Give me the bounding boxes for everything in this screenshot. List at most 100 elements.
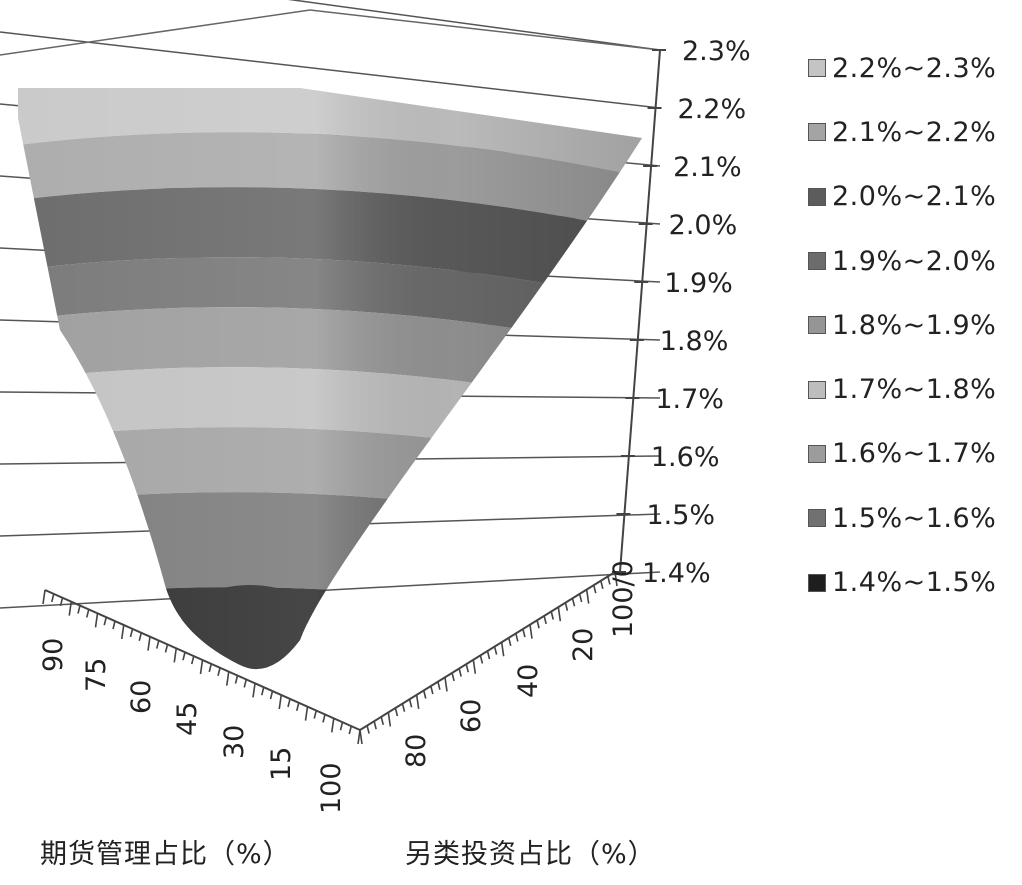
z-tick-label: 2.0%	[669, 210, 738, 241]
x-tick-mark	[94, 613, 99, 628]
y-tick-mark	[564, 602, 569, 611]
y-tick-mark	[451, 672, 455, 682]
x-tick-mark	[42, 589, 46, 605]
z-tick-label: 1.8%	[660, 326, 729, 357]
legend-label: 1.7%~1.8%	[832, 374, 997, 406]
y-tick-mark	[465, 663, 470, 673]
x-tick-mark	[129, 628, 134, 638]
y-axis-ticks: 80 60 40 20 100/0	[359, 560, 639, 768]
z-tick-label: 1.5%	[646, 500, 715, 531]
y-tick-mark	[536, 620, 540, 629]
legend-swatch	[808, 187, 826, 206]
legend-label: 2.2%~2.3%	[832, 52, 997, 84]
y-tick-mark	[373, 721, 377, 730]
legend-swatch	[808, 380, 826, 399]
x-tick-mark	[269, 690, 274, 700]
y-tick-mark	[592, 584, 597, 594]
y-tick-mark	[607, 576, 611, 585]
y-tick-mark	[507, 637, 512, 647]
y-tick-mark	[458, 668, 462, 677]
z-axis-ticks: 2.3% 2.2% 2.1% 2.0% 1.9% 1.8% 1.7% 1.6% 1.5% 1.4%	[612, 36, 751, 589]
legend-label: 1.9%~2.0%	[832, 245, 997, 277]
z-tick-label: 2.3%	[682, 36, 751, 67]
legend-item: 1.8%~1.9%	[808, 293, 1018, 357]
y-tick-mark	[486, 650, 491, 660]
y-tick-mark	[493, 646, 498, 655]
y-tick-mark	[614, 571, 618, 587]
x-tick-mark	[330, 718, 335, 733]
y-tick-mark	[408, 699, 413, 708]
y-tick-label: 100/0	[608, 560, 639, 638]
x-tick-label: 60	[126, 680, 157, 714]
y-tick-mark	[543, 615, 547, 625]
x-tick-mark	[322, 714, 326, 723]
legend-item: 2.2%~2.3%	[808, 36, 1018, 100]
legend-label: 1.8%~1.9%	[832, 309, 997, 341]
x-tick-mark	[182, 652, 186, 661]
x-tick-mark	[295, 702, 300, 711]
x-tick-label: 45	[172, 702, 203, 736]
y-tick-mark	[500, 642, 505, 657]
y-tick-mark	[394, 707, 399, 717]
legend-label: 1.5%~1.6%	[832, 502, 997, 534]
back-gridline	[0, 31, 661, 109]
x-tick-mark	[199, 659, 204, 675]
legend-item: 1.6%~1.7%	[808, 422, 1018, 486]
y-tick-mark	[415, 694, 420, 710]
x-tick-mark	[252, 683, 256, 698]
y-tick-mark	[515, 633, 519, 642]
legend-item: 1.5%~1.6%	[808, 486, 1018, 550]
y-tick-mark	[550, 611, 555, 620]
back-gridline	[0, 571, 661, 609]
x-tick-label: 75	[81, 658, 112, 692]
x-tick-label: 15	[266, 747, 297, 781]
x-tick-mark	[287, 698, 291, 708]
y-tick-label: 60	[456, 699, 487, 733]
y-tick-label: 80	[401, 734, 432, 768]
x-tick-mark	[243, 679, 248, 688]
x-tick-mark	[173, 648, 178, 663]
legend-label: 1.6%~1.7%	[832, 438, 997, 470]
x-tick-mark	[85, 609, 90, 618]
x-tick-label: 30	[219, 725, 250, 759]
y-tick-label: 20	[568, 628, 599, 662]
legend-item: 1.7%~1.8%	[808, 357, 1018, 421]
y-tick-label: 40	[513, 664, 544, 698]
x-tick-mark	[234, 675, 239, 684]
x-tick-mark	[304, 706, 309, 721]
x-axis-title: 期货管理占比（%）	[40, 839, 291, 870]
x-tick-mark	[103, 617, 108, 626]
x-tick-label: 100	[316, 762, 347, 814]
y-tick-mark	[529, 624, 533, 639]
x-tick-mark	[77, 605, 81, 614]
x-tick-mark	[50, 593, 55, 603]
y-tick-mark	[401, 703, 406, 712]
x-axis-ticks: 90 75 60 45 30 15 100	[38, 589, 361, 814]
y-tick-mark	[380, 716, 385, 726]
x-tick-mark	[260, 687, 265, 696]
x-tick-mark	[120, 624, 125, 640]
legend-item: 2.0%~2.1%	[808, 165, 1018, 229]
y-tick-mark	[472, 659, 477, 674]
z-tick-label: 1.6%	[651, 442, 720, 473]
x-tick-mark	[339, 722, 344, 731]
y-tick-mark	[600, 580, 604, 589]
legend: 2.2%~2.3% 2.1%~2.2% 2.0%~2.1% 1.9%~2.0% 1.8%…	[808, 36, 1018, 615]
z-tick-label: 1.9%	[664, 268, 733, 299]
y-tick-mark	[444, 677, 448, 692]
legend-item: 1.4%~1.5%	[808, 550, 1018, 614]
x-tick-mark	[147, 636, 151, 651]
y-tick-mark	[422, 690, 427, 699]
legend-item: 1.9%~2.0%	[808, 229, 1018, 293]
legend-swatch	[808, 316, 826, 335]
y-tick-mark	[557, 606, 562, 622]
x-tick-mark	[278, 694, 283, 710]
legend-label: 2.1%~2.2%	[832, 116, 997, 148]
y-tick-mark	[430, 685, 434, 695]
surface-shading	[18, 88, 642, 670]
legend-swatch	[808, 59, 826, 78]
x-tick-mark	[59, 597, 64, 606]
legend-label: 2.0%~2.1%	[832, 181, 997, 213]
